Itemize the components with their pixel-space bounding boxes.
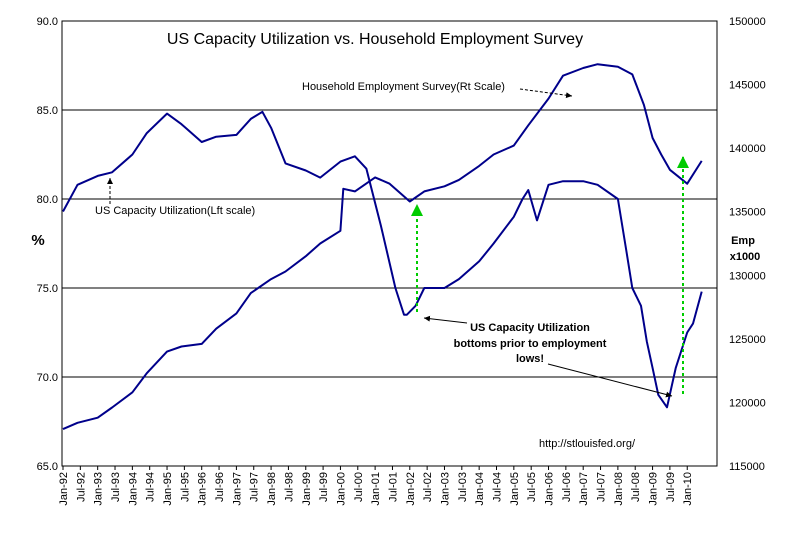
x-axis-ticks: Jan-92 Jul-92 Jan-93 Jul-93 Jan-94 Jul-94 Jan-… — [58, 466, 694, 506]
left-tick-label: 75.0 — [37, 283, 58, 295]
right-tick-label: 135000 — [729, 207, 766, 219]
callout-line-2: bottoms prior to employment — [454, 338, 607, 350]
x-tick-label: Jan-05 — [509, 472, 521, 506]
chart-title: US Capacity Utilization vs. Household Em… — [167, 31, 583, 48]
x-tick-label: Jul-01 — [387, 472, 399, 502]
x-tick-label: Jan-09 — [648, 472, 660, 506]
household-series-label: Household Employment Survey(Rt Scale) — [302, 81, 505, 93]
x-tick-label: Jul-95 — [179, 472, 191, 502]
right-axis-label-line2: x1000 — [730, 251, 761, 263]
right-tick-label: 120000 — [729, 397, 766, 409]
source-credit: http://stlouisfed.org/ — [539, 438, 636, 450]
right-axis-ticks: 115000 120000 125000 130000 135000 140000 1450… — [729, 16, 766, 473]
left-tick-label: 90.0 — [37, 16, 58, 28]
x-tick-label: Jan-94 — [127, 472, 139, 506]
x-tick-label: Jul-96 — [214, 472, 226, 502]
right-tick-label: 150000 — [729, 16, 766, 28]
x-tick-label: Jan-10 — [682, 472, 694, 506]
right-tick-label: 115000 — [729, 461, 765, 473]
x-tick-label: Jan-07 — [578, 472, 590, 506]
callout-arrow-top — [423, 315, 468, 324]
x-tick-label: Jul-93 — [110, 472, 122, 502]
capacity-series-label: US Capacity Utilization(Lft scale) — [95, 205, 255, 217]
x-tick-label: Jan-95 — [162, 472, 174, 506]
left-axis-ticks: 65.0 70.0 75.0 80.0 85.0 90.0 — [37, 16, 58, 473]
left-tick-label: 85.0 — [37, 105, 58, 117]
x-tick-label: Jul-99 — [318, 472, 330, 502]
left-tick-label: 65.0 — [37, 461, 58, 473]
x-tick-label: Jul-92 — [75, 472, 87, 502]
capacity-utilization-line — [62, 110, 703, 409]
x-tick-label: Jan-93 — [93, 472, 105, 506]
left-tick-label: 70.0 — [37, 372, 58, 384]
right-tick-label: 130000 — [729, 270, 766, 282]
callout-line-3: lows! — [516, 353, 544, 365]
x-tick-label: Jul-05 — [526, 472, 538, 502]
x-tick-label: Jan-03 — [439, 472, 451, 506]
x-tick-label: Jan-98 — [266, 472, 278, 506]
callout-arrow-bottom — [547, 363, 673, 398]
x-tick-label: Jul-02 — [422, 472, 434, 502]
household-label-arrow — [519, 88, 573, 99]
x-tick-label: Jul-94 — [145, 472, 157, 502]
plot-frame — [61, 20, 718, 467]
x-tick-label: Jul-07 — [596, 472, 608, 502]
right-tick-label: 125000 — [729, 334, 766, 346]
right-axis-label-line1: Emp — [731, 235, 755, 247]
x-tick-label: Jul-06 — [561, 472, 573, 502]
left-axis-label: % — [31, 232, 44, 249]
x-tick-label: Jul-00 — [353, 472, 365, 502]
x-tick-label: Jul-09 — [665, 472, 677, 502]
x-tick-label: Jan-97 — [231, 472, 243, 506]
x-tick-label: Jul-04 — [492, 472, 504, 502]
x-tick-label: Jan-96 — [197, 472, 209, 506]
x-tick-label: Jan-08 — [613, 472, 625, 506]
x-tick-label: Jul-97 — [249, 472, 261, 502]
x-tick-label: Jan-06 — [544, 472, 556, 506]
x-tick-label: Jul-08 — [630, 472, 642, 502]
x-tick-label: Jul-03 — [457, 472, 469, 502]
callout-line-1: US Capacity Utilization — [470, 322, 590, 334]
x-tick-label: Jan-92 — [58, 472, 70, 506]
x-tick-label: Jul-98 — [283, 472, 295, 502]
left-tick-label: 80.0 — [37, 194, 58, 206]
right-tick-label: 145000 — [729, 80, 766, 92]
x-tick-label: Jan-01 — [370, 472, 382, 506]
x-tick-label: Jan-02 — [405, 472, 417, 506]
household-employment-line — [62, 63, 703, 431]
right-tick-label: 140000 — [729, 143, 766, 155]
x-tick-label: Jan-04 — [474, 472, 486, 506]
x-tick-label: Jan-99 — [301, 472, 313, 506]
grid-lines — [62, 109, 717, 378]
x-tick-label: Jan-00 — [335, 472, 347, 506]
